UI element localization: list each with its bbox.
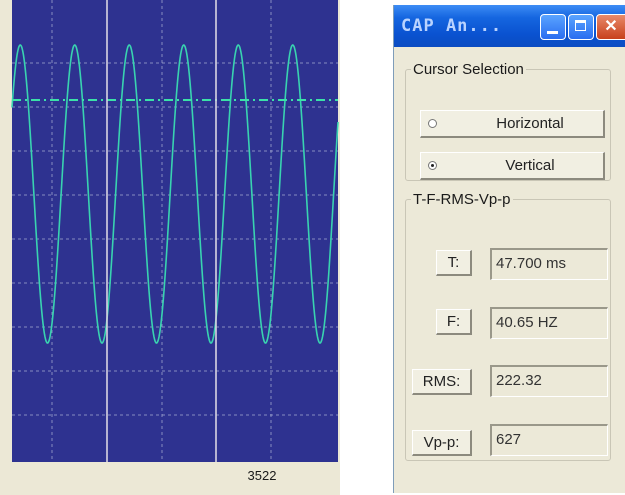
rms-value-field: 222.32 (490, 365, 608, 397)
maximize-button[interactable] (568, 14, 594, 40)
radio-unchecked-icon (428, 119, 437, 128)
t-button-label: T: (447, 254, 460, 271)
vpp-button[interactable]: Vp-p: (412, 430, 472, 456)
oscilloscope-display[interactable] (0, 0, 340, 495)
rms-button[interactable]: RMS: (412, 369, 472, 395)
title-bar[interactable]: CAP An... ✕ (394, 5, 625, 47)
f-button-label: F: (446, 313, 461, 330)
waveform-trace (11, 44, 339, 344)
minimize-button[interactable] (540, 14, 566, 40)
x-cursor-value: 3522 (247, 468, 277, 483)
window-title: CAP An... (401, 16, 503, 36)
t-button[interactable]: T: (436, 250, 472, 276)
measurement-legend: T-F-RMS-Vp-p (413, 191, 511, 208)
vpp-button-label: Vp-p: (423, 434, 460, 451)
radio-vertical-label: Vertical (505, 157, 555, 174)
cap-analysis-dialog: CAP An... ✕ Cursor Selection Horizontal … (393, 5, 625, 493)
close-icon: ✕ (604, 18, 618, 35)
cursor-selection-legend: Cursor Selection (413, 61, 524, 78)
radio-vertical[interactable]: Vertical (420, 152, 605, 180)
t-value-field: 47.700 ms (490, 248, 608, 280)
radio-horizontal-label: Horizontal (496, 115, 564, 132)
rms-button-label: RMS: (422, 373, 461, 390)
radio-horizontal[interactable]: Horizontal (420, 110, 605, 138)
minimize-icon (547, 31, 558, 34)
maximize-icon (575, 20, 586, 31)
scope-panel: 3522 (0, 0, 340, 495)
f-button[interactable]: F: (436, 309, 472, 335)
f-value-field: 40.65 HZ (490, 307, 608, 339)
radio-checked-icon (428, 161, 437, 170)
vpp-value-field: 627 (490, 424, 608, 456)
cursor-selection-group: Cursor Selection Horizontal Vertical (405, 61, 611, 181)
plot-area (12, 0, 338, 462)
measurement-group: T-F-RMS-Vp-p T: 47.700 ms F: 40.65 HZ RM… (405, 191, 611, 461)
close-button[interactable]: ✕ (596, 14, 625, 40)
